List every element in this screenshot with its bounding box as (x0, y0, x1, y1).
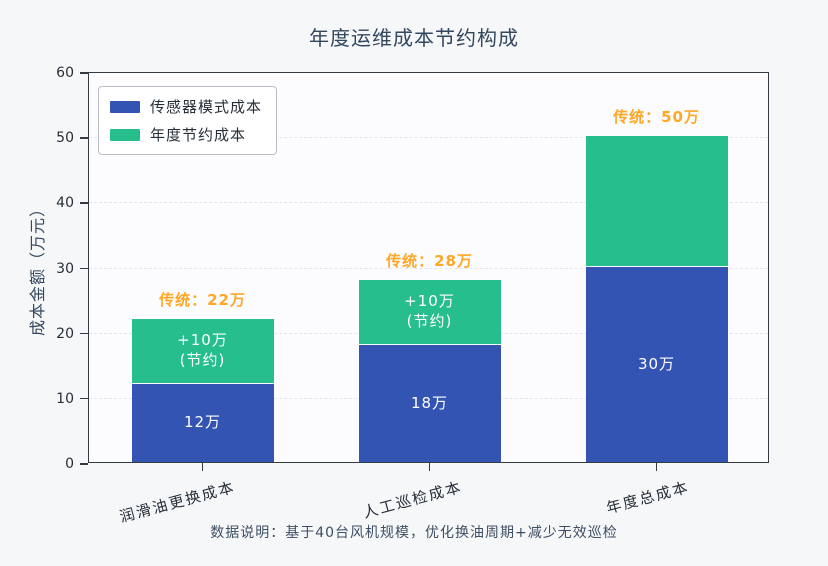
plot-area: 传感器模式成本 年度节约成本 0 10 20 30 40 50 60 润滑油更换成本 人工巡检成本… (56, 65, 769, 526)
legend-label: 年度节约成本 (150, 126, 247, 144)
bar-value-label: 30万 (637, 354, 676, 373)
y-tick-label: 40 (56, 195, 74, 212)
bar-value-label: +10万 (节约) (404, 292, 455, 330)
y-tick-mark (80, 332, 88, 335)
y-tick-mark (80, 72, 88, 74)
x-tick-label: 润滑油更换成本 (118, 477, 238, 527)
legend-item-series-1: 年度节约成本 (110, 124, 262, 145)
y-tick-label: 30 (56, 260, 74, 277)
legend-swatch (110, 100, 140, 113)
y-tick-label: 20 (56, 325, 74, 342)
gridline (89, 267, 768, 269)
y-tick-mark (80, 202, 88, 204)
bar-value-label: +10万 (节约) (177, 331, 228, 369)
y-tick-label: 10 (56, 390, 74, 407)
x-tick-mark (428, 463, 431, 471)
y-tick-mark (80, 463, 88, 465)
x-tick-label: 年度总成本 (604, 477, 692, 518)
bar-segment-series-1 (585, 136, 728, 266)
y-axis-label: 成本金额（万元） (28, 199, 47, 337)
y-tick-label: 0 (65, 456, 74, 472)
legend-item-series-0: 传感器模式成本 (110, 96, 262, 117)
y-tick-label: 50 (56, 130, 74, 147)
chart-footnote: 数据说明：基于40台风机规模，优化换油周期+减少无效巡检 (210, 525, 618, 541)
y-tick-mark (80, 137, 88, 139)
bar-total-annotation: 传统：50万 (613, 108, 700, 127)
y-tick-mark (80, 397, 88, 400)
legend: 传感器模式成本 年度节约成本 (98, 86, 278, 155)
bar-segment-series-1: +10万 (节约) (358, 279, 501, 344)
y-tick-mark (80, 267, 88, 269)
legend-swatch (110, 128, 140, 141)
bar-total-annotation: 传统：28万 (386, 251, 473, 270)
legend-label: 传感器模式成本 (150, 98, 263, 116)
y-tick-label: 60 (56, 65, 74, 81)
x-tick-label: 人工巡检成本 (361, 477, 465, 522)
bar-segment-series-1: +10万 (节约) (131, 318, 274, 383)
gridline (89, 202, 768, 204)
x-tick-mark (201, 463, 204, 471)
gridline (89, 137, 768, 139)
bar-value-label: 18万 (410, 393, 449, 412)
x-tick-mark (655, 463, 658, 471)
bar-total-annotation: 传统：22万 (159, 290, 246, 309)
bar-segment-series-0: 12万 (131, 383, 274, 462)
bar-segment-series-0: 18万 (358, 344, 501, 462)
bar-value-label: 12万 (183, 413, 222, 432)
chart-title: 年度运维成本节约构成 (309, 26, 519, 50)
bar-segment-series-0: 30万 (585, 266, 728, 462)
